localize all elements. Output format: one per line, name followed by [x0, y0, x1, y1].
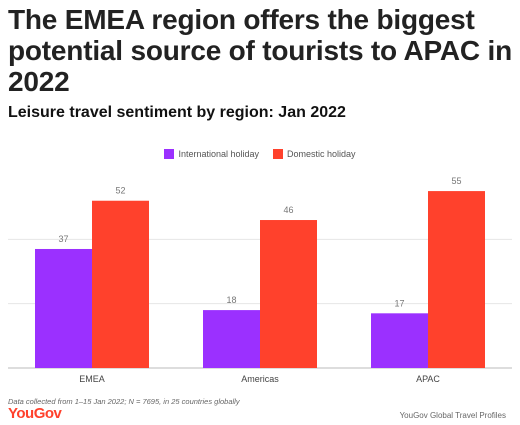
bar-americas-international	[203, 310, 260, 368]
data-label: 52	[115, 186, 125, 196]
x-tick-label: EMEA	[79, 374, 105, 384]
legend-swatch-international	[164, 149, 175, 159]
footnote: Data collected from 1–15 Jan 2022; N = 7…	[8, 397, 240, 406]
bar-apac-domestic	[428, 191, 485, 368]
x-tick-label: APAC	[416, 374, 440, 384]
data-label: 55	[451, 176, 461, 186]
data-label: 37	[58, 234, 68, 244]
legend-item-international: International holiday	[164, 149, 259, 159]
bar-apac-international	[371, 313, 428, 368]
x-tick-label: Americas	[241, 374, 279, 384]
yougov-logo: YouGov	[8, 405, 62, 422]
bar-americas-domestic	[260, 220, 317, 368]
source-credit: YouGov Global Travel Profiles	[399, 411, 506, 420]
legend-swatch-domestic	[273, 149, 284, 159]
chart-subtitle: Leisure travel sentiment by region: Jan …	[8, 104, 346, 121]
data-label: 46	[283, 205, 293, 215]
bar-emea-domestic	[92, 200, 149, 368]
chart-title: The EMEA region offers the biggest poten…	[8, 4, 512, 97]
legend-label-international: International holiday	[178, 149, 260, 159]
data-label: 17	[394, 298, 404, 308]
bar-emea-international	[35, 248, 92, 368]
legend: International holiday Domestic holiday	[0, 149, 520, 159]
legend-label-domestic: Domestic holiday	[287, 149, 356, 159]
legend-item-domestic: Domestic holiday	[273, 149, 356, 159]
data-label: 18	[226, 295, 236, 305]
